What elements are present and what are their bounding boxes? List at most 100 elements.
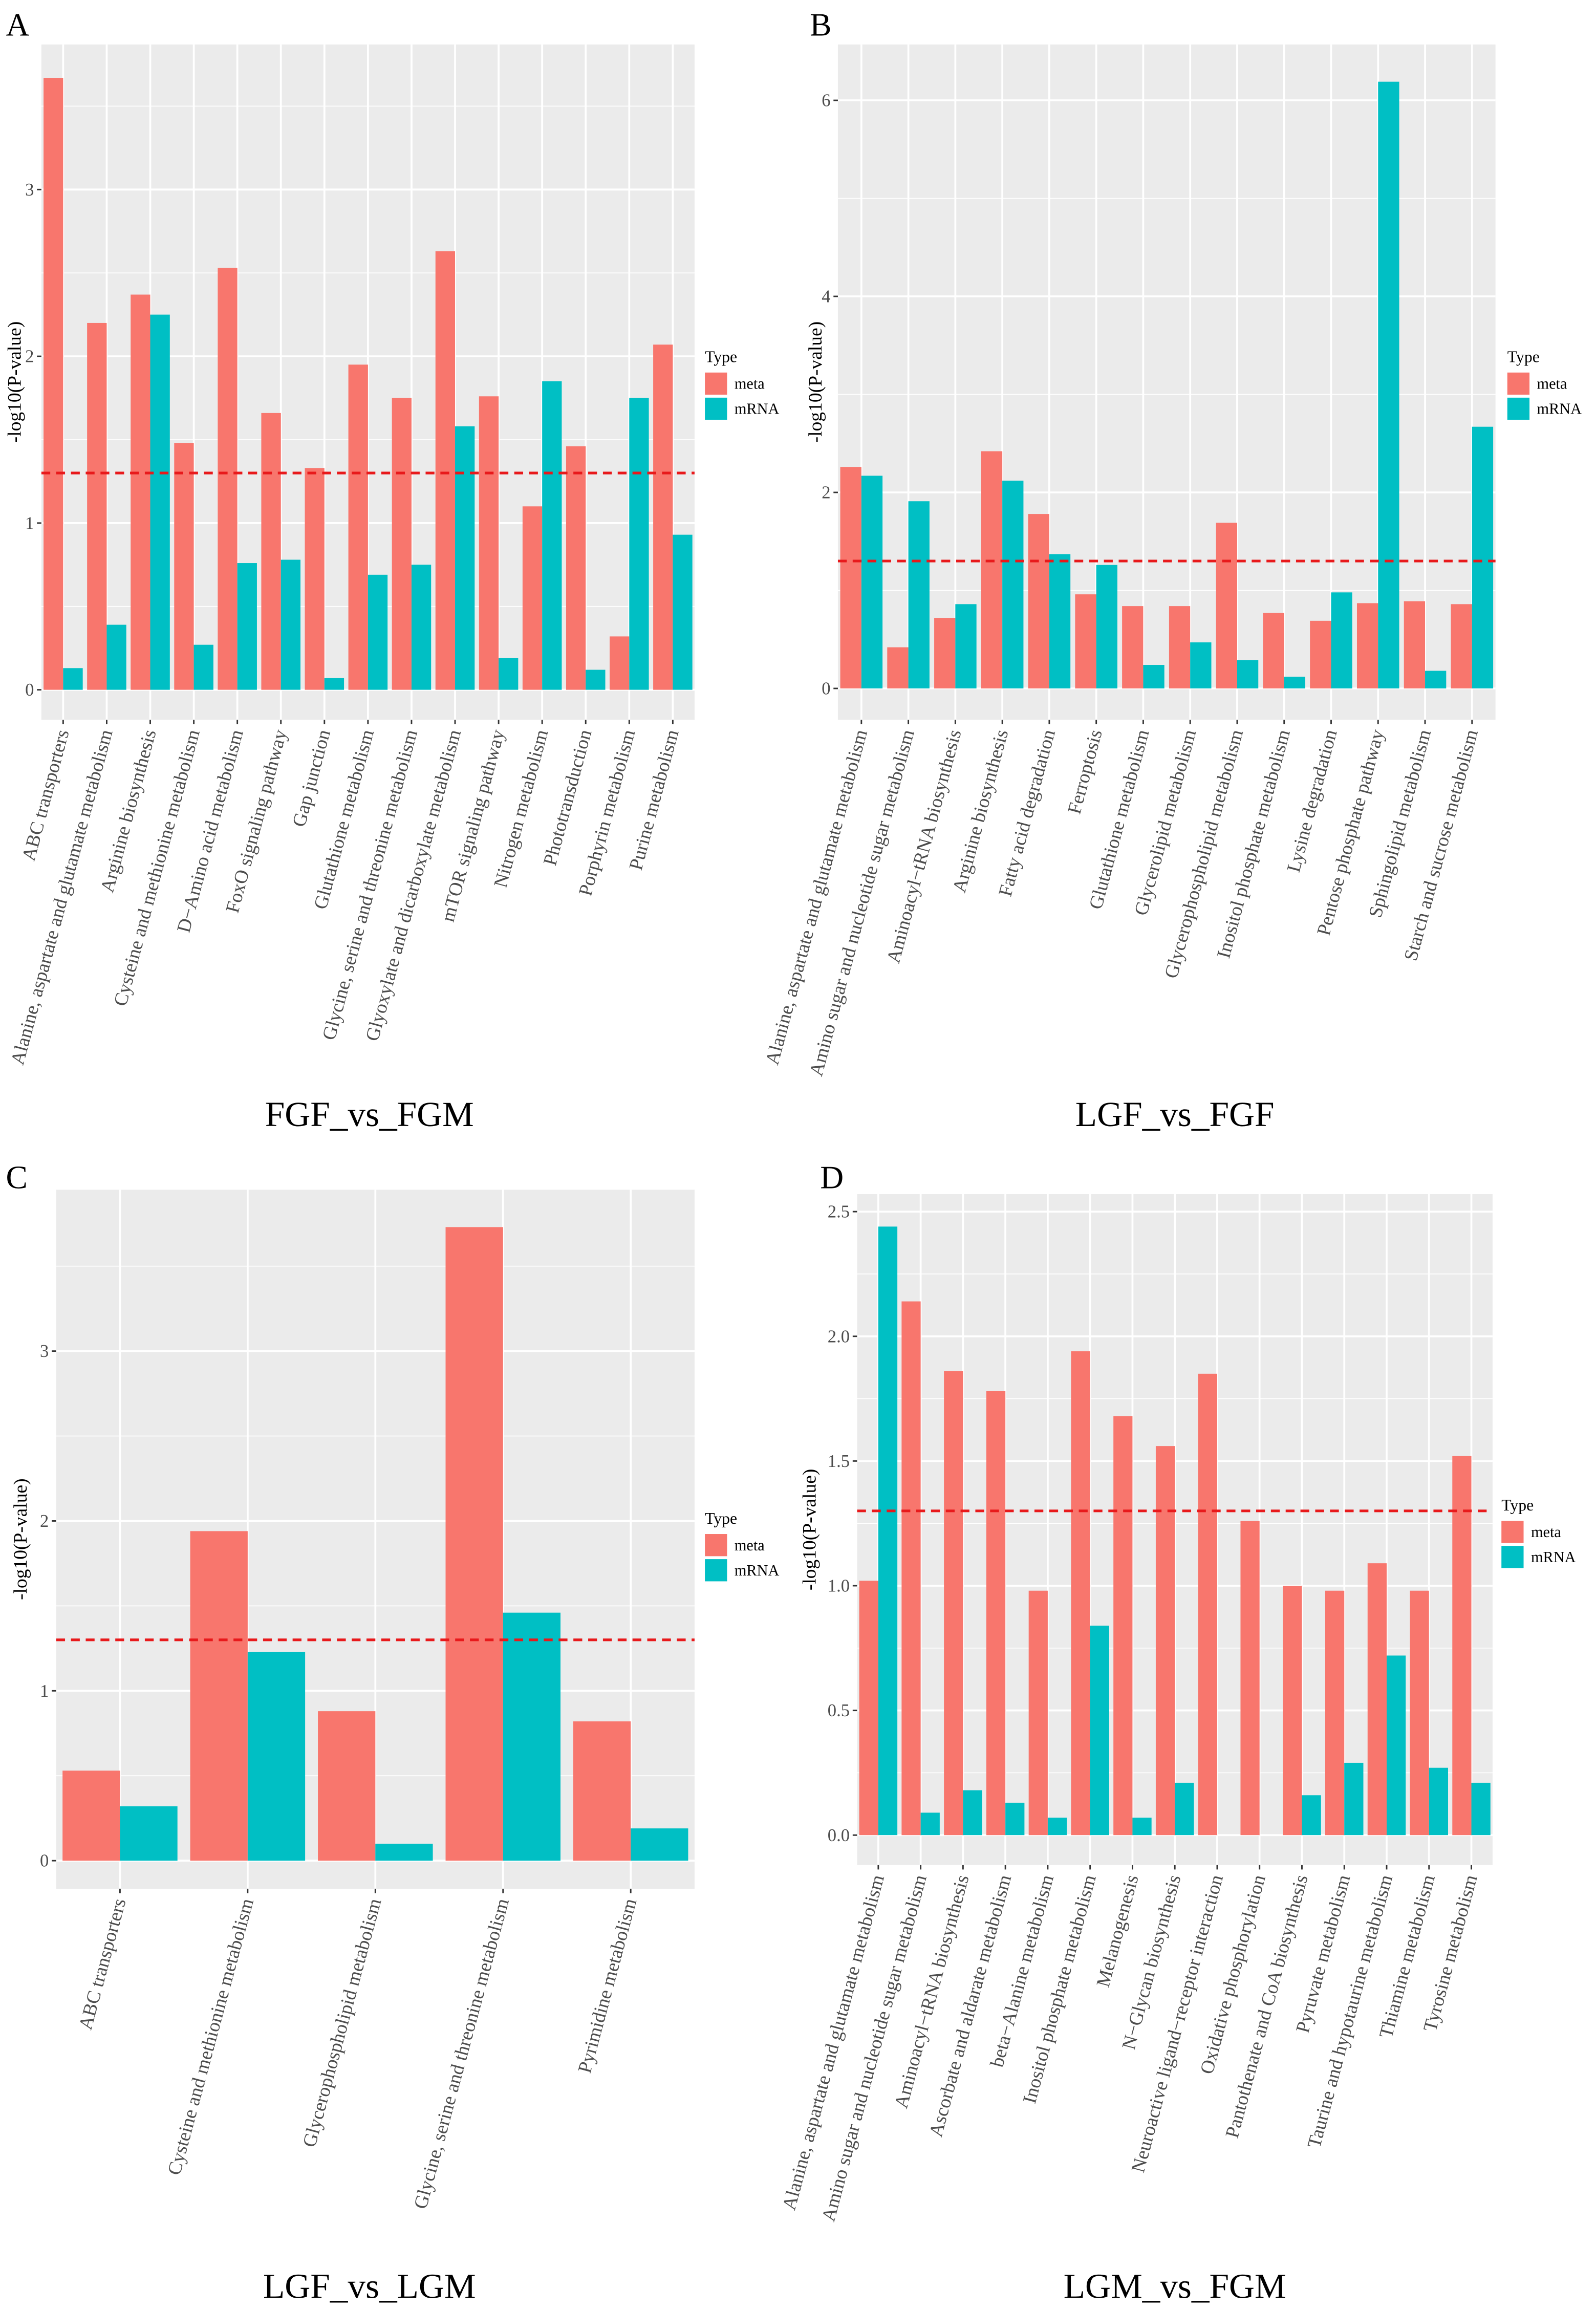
panel-title: FGF_vs_FGM bbox=[265, 1094, 474, 1134]
legend-swatch-mrna bbox=[705, 397, 727, 420]
y-tick-label: 0 bbox=[40, 1851, 49, 1871]
y-axis-label: -log10(P-value) bbox=[800, 1469, 821, 1591]
bar-meta bbox=[887, 647, 909, 688]
y-axis-label: -log10(P-value) bbox=[805, 321, 826, 443]
x-tick-label: Lysine degradation bbox=[1283, 727, 1342, 875]
bar-meta bbox=[479, 396, 499, 690]
bar-meta bbox=[1310, 620, 1331, 688]
bar-mrna bbox=[1143, 665, 1164, 688]
bar-meta bbox=[1283, 1585, 1302, 1836]
bar-meta bbox=[981, 451, 1003, 688]
y-tick-label: 1.0 bbox=[828, 1577, 850, 1596]
y-tick-label: 1 bbox=[25, 513, 34, 533]
bar-mrna bbox=[1132, 1818, 1152, 1836]
bar-meta bbox=[1028, 1590, 1048, 1836]
legend-label: mRNA bbox=[735, 1562, 780, 1579]
bar-meta bbox=[261, 413, 281, 690]
bar-mrna bbox=[955, 604, 977, 688]
bar-mrna bbox=[455, 426, 475, 690]
y-tick-label: 2.0 bbox=[828, 1327, 850, 1346]
bar-mrna bbox=[281, 559, 301, 690]
legend-title: Type bbox=[705, 1509, 737, 1527]
y-tick-label: 6 bbox=[822, 91, 830, 111]
legend-label: meta bbox=[735, 1537, 765, 1554]
bar-mrna bbox=[1237, 660, 1259, 688]
legend-label: mRNA bbox=[1531, 1548, 1576, 1566]
bar-mrna bbox=[1471, 1782, 1491, 1836]
legend-title: Type bbox=[1507, 348, 1540, 366]
bar-mrna bbox=[1387, 1655, 1406, 1836]
bar-meta bbox=[218, 268, 238, 690]
bar-mrna bbox=[963, 1790, 982, 1836]
bar-mrna bbox=[375, 1843, 433, 1861]
panel-title: LGF_vs_LGM bbox=[263, 2266, 476, 2306]
bar-meta bbox=[62, 1771, 120, 1861]
bar-meta bbox=[174, 443, 194, 690]
bar-meta bbox=[944, 1371, 963, 1836]
bar-meta bbox=[1169, 606, 1191, 688]
bar-meta bbox=[522, 506, 543, 690]
panel-title: LGM_vs_FGM bbox=[1064, 2266, 1286, 2306]
bar-meta bbox=[1155, 1446, 1175, 1836]
y-tick-label: 3 bbox=[25, 180, 34, 200]
legend-label: mRNA bbox=[1537, 400, 1582, 418]
bar-meta bbox=[1198, 1373, 1217, 1836]
bar-mrna bbox=[878, 1226, 898, 1836]
y-axis-label: -log10(P-value) bbox=[4, 321, 25, 443]
bar-meta bbox=[87, 322, 107, 690]
y-axis-label: -log10(P-value) bbox=[10, 1478, 31, 1600]
x-tick-label: Ferroptosis bbox=[1064, 727, 1107, 816]
bar-meta bbox=[653, 344, 673, 690]
legend-title: Type bbox=[705, 348, 737, 366]
x-tick-label: Pyrimidine metabolism bbox=[574, 1896, 641, 2076]
bar-mrna bbox=[1378, 81, 1399, 688]
x-tick-label: Alanine, aspartate and glutamate metabol… bbox=[7, 727, 117, 1067]
bar-mrna bbox=[1047, 1818, 1067, 1836]
bar-meta bbox=[1240, 1521, 1260, 1836]
bar-meta bbox=[1028, 514, 1049, 688]
x-tick-label: Glycine, serine and threonine metabolism bbox=[410, 1896, 513, 2211]
y-tick-label: 2.5 bbox=[828, 1202, 850, 1222]
bar-mrna bbox=[1425, 671, 1447, 688]
legend: Type meta mRNA bbox=[705, 348, 780, 420]
bar-mrna bbox=[1344, 1762, 1364, 1836]
bar-mrna bbox=[673, 534, 693, 690]
bar-mrna bbox=[1190, 642, 1212, 688]
y-tick-label: 4 bbox=[822, 287, 830, 307]
y-tick-label: 3 bbox=[40, 1342, 49, 1361]
y-tick-label: 0.0 bbox=[828, 1826, 850, 1845]
legend-label: meta bbox=[735, 375, 765, 393]
bar-mrna bbox=[1049, 554, 1071, 688]
bar-meta bbox=[1263, 613, 1284, 688]
bar-meta bbox=[1404, 601, 1426, 688]
bar-mrna bbox=[193, 644, 213, 690]
legend: Type meta mRNA bbox=[1501, 1496, 1576, 1568]
x-tick-label: ABC transporters bbox=[75, 1896, 131, 2032]
bar-meta bbox=[1216, 523, 1237, 688]
bar-meta bbox=[392, 398, 412, 690]
panel-title: LGF_vs_FGF bbox=[1075, 1094, 1275, 1134]
legend: Type meta mRNA bbox=[705, 1509, 780, 1582]
bar-meta bbox=[44, 78, 63, 690]
y-tick-label: 2 bbox=[822, 483, 830, 503]
y-tick-label: 0.5 bbox=[828, 1701, 850, 1720]
bar-meta bbox=[1075, 594, 1096, 688]
bar-meta bbox=[1356, 603, 1378, 688]
y-tick-label: 2 bbox=[40, 1512, 49, 1531]
legend-label: meta bbox=[1537, 375, 1567, 393]
bar-meta bbox=[934, 618, 956, 688]
y-tick-label: 0 bbox=[822, 679, 830, 699]
bar-meta bbox=[840, 467, 861, 688]
bar-mrna bbox=[237, 563, 257, 690]
legend-swatch-meta bbox=[705, 1534, 727, 1557]
bar-meta bbox=[1325, 1590, 1345, 1836]
bar-mrna bbox=[324, 678, 344, 690]
bar-meta bbox=[305, 468, 325, 690]
bar-mrna bbox=[1090, 1625, 1109, 1836]
x-tick-label: Melanogenesis bbox=[1093, 1873, 1143, 1990]
bar-meta bbox=[610, 636, 630, 690]
bar-meta bbox=[190, 1531, 248, 1861]
